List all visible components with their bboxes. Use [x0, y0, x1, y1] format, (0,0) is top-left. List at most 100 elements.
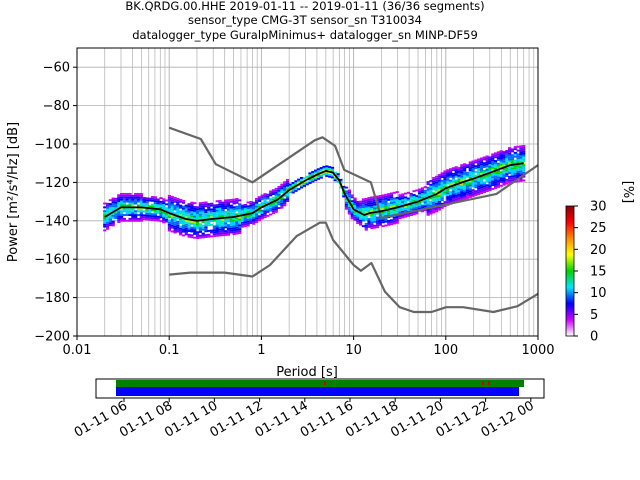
heatmap-cell	[103, 214, 107, 216]
heatmap-cell	[488, 158, 492, 161]
heatmap-cell	[294, 180, 298, 183]
heatmap-cell	[195, 214, 200, 216]
heatmap-cell	[316, 174, 321, 176]
heatmap-cell	[125, 212, 129, 215]
heatmap-cell	[218, 234, 222, 237]
heatmap-cell	[474, 178, 478, 181]
heatmap-cell	[190, 201, 194, 204]
heatmap-cell	[283, 188, 287, 191]
heatmap-cell	[117, 196, 121, 199]
heatmap-cell	[505, 163, 509, 166]
heatmap-cell	[120, 210, 124, 213]
heatmap-cell	[451, 192, 456, 195]
heatmap-cell	[263, 193, 267, 196]
heatmap-cell	[187, 203, 191, 206]
heatmap-cell	[406, 197, 411, 200]
heatmap-cell	[283, 185, 287, 188]
heatmap-cell	[207, 214, 211, 217]
heatmap-cell	[505, 173, 509, 176]
heatmap-cell	[432, 196, 436, 199]
heatmap-cell	[142, 200, 146, 203]
heatmap-cell	[519, 153, 523, 155]
heatmap-cell	[389, 219, 394, 222]
heatmap-cell	[367, 198, 371, 201]
heatmap-cell	[252, 205, 256, 208]
heatmap-cell	[367, 210, 371, 213]
psd-plot-area: 0.01 0.1 1 10 100 1000 −200−180−160−140−120−1…	[34, 47, 555, 358]
heatmap-cell	[162, 204, 166, 207]
heatmap-cell	[440, 185, 444, 188]
heatmap-cell	[105, 208, 110, 211]
heatmap-cell	[111, 209, 115, 212]
colorbar-tick-label: 25	[590, 221, 607, 236]
heatmap-cell	[277, 207, 281, 210]
heatmap-cell	[165, 220, 169, 223]
heatmap-cell	[193, 229, 197, 231]
heatmap-cell	[471, 160, 475, 163]
heatmap-cell	[522, 169, 526, 172]
heatmap-cell	[375, 212, 380, 215]
heatmap-cell	[103, 210, 107, 213]
heatmap-cell	[193, 225, 197, 228]
heatmap-cell	[153, 196, 157, 199]
heatmap-cell	[204, 209, 208, 212]
heatmap-cell	[181, 219, 186, 222]
heatmap-cell	[513, 174, 517, 177]
heatmap-cell	[108, 199, 112, 202]
heatmap-cell	[108, 214, 112, 217]
heatmap-cell	[117, 217, 121, 220]
heatmap-cell	[190, 222, 194, 225]
heatmap-cell	[173, 200, 177, 203]
heatmap-cell	[221, 222, 225, 225]
heatmap-cell	[139, 212, 143, 215]
heatmap-cell	[328, 175, 332, 178]
heatmap-cell	[274, 207, 278, 209]
heatmap-cell	[432, 180, 436, 183]
heatmap-cell	[398, 209, 402, 212]
heatmap-cell	[502, 179, 506, 182]
heatmap-cell	[409, 196, 413, 199]
heatmap-cell	[395, 219, 399, 222]
heatmap-cell	[224, 220, 228, 223]
heatmap-cell	[176, 217, 180, 220]
heatmap-cell	[139, 196, 143, 199]
heatmap-cell	[288, 185, 292, 188]
heatmap-cell	[488, 175, 492, 178]
heatmap-cell	[266, 207, 270, 210]
heatmap-cell	[114, 197, 118, 200]
heatmap-cell	[187, 224, 191, 227]
heatmap-cell	[238, 228, 242, 231]
heatmap-cell	[181, 205, 186, 208]
heatmap-cell	[437, 202, 441, 205]
heatmap-cell	[513, 169, 517, 172]
heatmap-cell	[131, 212, 135, 215]
heatmap-cell	[235, 209, 239, 212]
heatmap-cell	[479, 186, 484, 189]
heatmap-cell	[153, 219, 157, 222]
heatmap-cell	[432, 182, 436, 185]
heatmap-cell	[398, 198, 402, 200]
heatmap-cell	[333, 177, 337, 180]
heatmap-cell	[254, 213, 259, 216]
heatmap-cell	[513, 173, 517, 175]
heatmap-cell	[240, 212, 245, 215]
heatmap-cell	[508, 166, 512, 169]
heatmap-cell	[356, 204, 360, 207]
heatmap-cell	[176, 207, 180, 210]
heatmap-cell	[451, 172, 456, 175]
heatmap-cell	[328, 171, 332, 174]
heatmap-cell	[232, 210, 236, 213]
heatmap-cell	[392, 212, 396, 215]
heatmap-cell	[465, 196, 470, 199]
heatmap-cell	[269, 209, 273, 212]
heatmap-cell	[285, 196, 290, 199]
heatmap-cell	[226, 199, 231, 202]
heatmap-cell	[496, 170, 501, 173]
heatmap-cell	[477, 193, 481, 195]
heatmap-cell	[184, 219, 188, 222]
heatmap-cell	[128, 200, 132, 203]
heatmap-cell	[516, 174, 520, 177]
heatmap-cell	[193, 209, 197, 212]
heatmap-cell	[508, 162, 512, 165]
heatmap-cell	[499, 171, 503, 174]
